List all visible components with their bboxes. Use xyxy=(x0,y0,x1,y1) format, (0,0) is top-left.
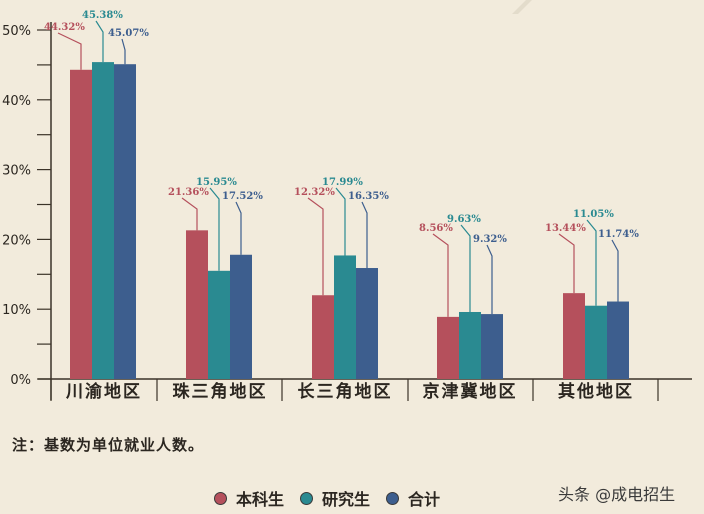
legend-dot-icon xyxy=(214,491,227,505)
y-tick-label: 0% xyxy=(10,373,31,388)
data-label: 44.32% xyxy=(44,22,85,33)
bar xyxy=(208,270,230,379)
leader-line xyxy=(57,32,82,70)
leader-line xyxy=(181,197,198,231)
data-label: 45.38% xyxy=(82,10,123,21)
data-label: 17.99% xyxy=(322,177,363,188)
y-tick-label: 20% xyxy=(2,233,31,248)
bar xyxy=(230,254,252,379)
data-label: 12.32% xyxy=(294,187,335,198)
leader-line xyxy=(432,233,449,317)
x-category-label: 京津冀地区 xyxy=(423,381,518,402)
bar xyxy=(312,295,334,379)
bar xyxy=(607,301,629,379)
data-label: 11.05% xyxy=(573,209,614,220)
y-tick-label: 50% xyxy=(2,24,31,39)
legend-dot-icon xyxy=(386,491,400,505)
leader-line xyxy=(460,224,471,312)
legend-label: 研究生 xyxy=(322,490,371,509)
data-label: 11.74% xyxy=(598,229,639,240)
data-label: 21.36% xyxy=(168,187,209,198)
x-category-label: 其他地区 xyxy=(558,381,634,402)
leader-line xyxy=(586,219,597,306)
leader-line xyxy=(361,201,368,269)
watermark: 头条 @成电招生 xyxy=(558,485,676,504)
legend-dot-icon xyxy=(300,491,314,505)
legend: 本科生 研究生 合计 xyxy=(214,486,456,510)
leader-line xyxy=(235,201,242,255)
leader-line xyxy=(486,244,493,315)
footnote: 注：基数为单位就业人数。 xyxy=(12,436,205,454)
leader-line xyxy=(335,187,346,256)
data-label: 13.44% xyxy=(545,223,586,234)
bar xyxy=(481,314,503,379)
data-label: 15.95% xyxy=(196,177,237,188)
bar xyxy=(70,69,92,379)
leader-line xyxy=(558,233,575,294)
leader-line xyxy=(611,239,619,302)
leader-line xyxy=(95,20,104,63)
decorative-mark xyxy=(512,0,532,14)
bar-chart: 0% 10% 20% 30% 40% 50% 川渝地区 珠三角地区 长三角地区 京津冀地区 其他地区… xyxy=(2,0,692,402)
y-tick-label: 40% xyxy=(2,94,31,109)
bar xyxy=(92,62,114,379)
bar xyxy=(459,311,481,379)
data-label: 8.56% xyxy=(419,223,453,234)
x-category-label: 珠三角地区 xyxy=(173,381,268,402)
bar xyxy=(186,230,208,379)
y-tick-label: 10% xyxy=(2,303,31,318)
bar xyxy=(437,316,459,379)
legend-label: 合计 xyxy=(408,490,441,509)
leader-line xyxy=(307,197,324,296)
x-category-label: 川渝地区 xyxy=(65,381,142,402)
legend-item-graduate: 研究生 xyxy=(300,486,370,510)
legend-label: 本科生 xyxy=(236,490,285,509)
data-label: 9.32% xyxy=(473,234,507,245)
bar xyxy=(334,255,356,379)
data-label: 9.63% xyxy=(447,214,481,225)
leader-line xyxy=(121,38,126,65)
leader-line xyxy=(209,187,220,271)
bar xyxy=(585,305,607,379)
legend-item-undergrad: 本科生 xyxy=(214,486,284,510)
x-category-label: 长三角地区 xyxy=(298,381,393,402)
data-label: 45.07% xyxy=(108,28,149,39)
legend-item-total: 合计 xyxy=(386,486,440,510)
data-label: 16.35% xyxy=(348,191,389,202)
y-tick-label: 30% xyxy=(2,164,31,179)
bar xyxy=(114,64,136,380)
bar xyxy=(356,268,378,379)
data-label: 17.52% xyxy=(222,191,263,202)
bar xyxy=(563,293,585,379)
